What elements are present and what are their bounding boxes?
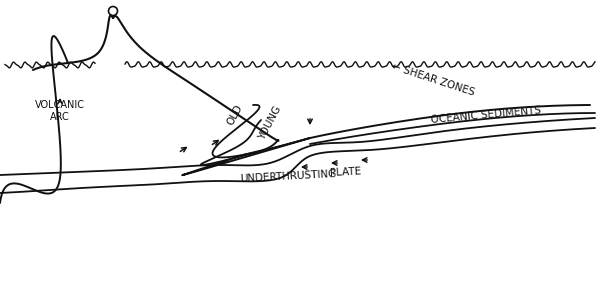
Text: OLD: OLD — [226, 103, 245, 127]
Text: OCEANIC SEDIMENTS: OCEANIC SEDIMENTS — [430, 105, 541, 125]
Text: UNDERTHRUSTING: UNDERTHRUSTING — [240, 168, 337, 183]
Text: VOLCANIC
ARC: VOLCANIC ARC — [35, 100, 85, 122]
Text: YOUNG: YOUNG — [257, 104, 283, 142]
Text: PLATE: PLATE — [330, 166, 362, 178]
Text: ← SHEAR ZONES: ← SHEAR ZONES — [390, 62, 475, 98]
